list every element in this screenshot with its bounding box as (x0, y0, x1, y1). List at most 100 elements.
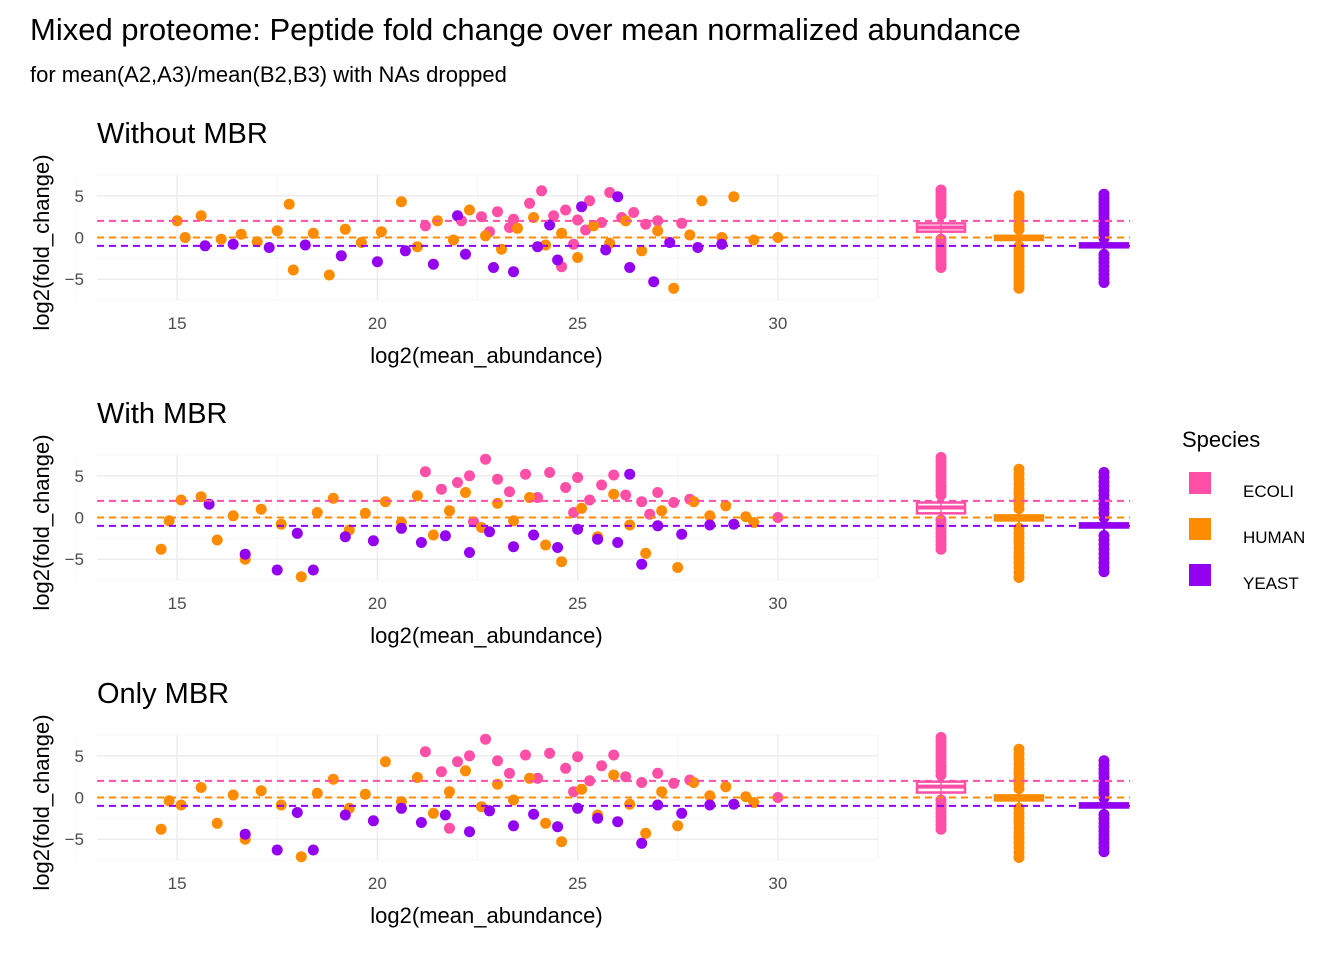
scatter-point-yeast (652, 520, 664, 532)
x-tick-label: 20 (368, 594, 387, 613)
scatter-point-human (375, 226, 387, 238)
scatter-point-yeast (339, 809, 351, 821)
scatter-point-yeast (552, 542, 564, 553)
scatter-point-human (427, 807, 439, 819)
scatter-point-yeast (335, 250, 347, 262)
scatter-point-human (275, 518, 287, 530)
scatter-point-yeast (484, 526, 495, 538)
panel-title: Only MBR (97, 678, 229, 710)
legend-label-yeast: YEAST (1243, 574, 1299, 593)
scatter-point-yeast (415, 537, 427, 548)
scatter-point-ecoli (492, 755, 503, 767)
scatter-point-human (720, 500, 732, 512)
scatter-point-human (327, 773, 339, 785)
scatter-point-ecoli (480, 733, 491, 745)
scatter-point-yeast (576, 201, 588, 213)
scatter-point-ecoli (524, 197, 536, 209)
legend-title: Species (1182, 427, 1260, 452)
y-tick-label: −5 (65, 550, 84, 569)
x-axis-title: log2(mean_abundance) (370, 903, 602, 928)
scatter-point-yeast (339, 531, 351, 543)
legend-swatch-yeast (1189, 564, 1211, 586)
scatter-point-ecoli (492, 206, 503, 218)
scatter-point-human (748, 234, 760, 246)
scatter-point-ecoli (608, 749, 620, 761)
x-tick-label: 20 (368, 874, 387, 893)
scatter-point-human (271, 225, 283, 237)
scatter-point-human (227, 510, 239, 522)
scatter-point-ecoli (572, 472, 584, 483)
x-tick-label: 15 (168, 874, 187, 893)
scatter-point-human (656, 786, 668, 798)
scatter-point-yeast (532, 241, 544, 253)
scatter-point-yeast (716, 238, 728, 250)
scatter-point-yeast (592, 812, 604, 824)
x-axis-title: log2(mean_abundance) (370, 343, 602, 368)
scatter-point-yeast (544, 219, 556, 231)
scatter-point-ecoli (452, 477, 463, 488)
box-outlier-yeast (1098, 530, 1110, 542)
scatter-point-human (155, 543, 167, 555)
scatter-point-human (668, 282, 680, 294)
scatter-point-yeast (508, 820, 519, 832)
scatter-point-ecoli (668, 777, 680, 789)
scatter-point-human (508, 794, 519, 806)
scatter-point-ecoli (652, 767, 664, 779)
scatter-point-human (251, 236, 263, 248)
scatter-point-yeast (452, 210, 463, 222)
scatter-point-yeast (239, 828, 251, 840)
scatter-point-ecoli (508, 213, 519, 225)
scatter-point-ecoli (548, 210, 560, 222)
scatter-point-yeast (484, 805, 495, 817)
box-outlier-yeast (1098, 248, 1110, 260)
scatter-point-ecoli (504, 486, 515, 498)
scatter-point-ecoli (444, 822, 455, 834)
scatter-point-human (704, 510, 716, 522)
panel-title: Without MBR (97, 118, 268, 150)
scatter-point-yeast (692, 242, 704, 253)
scatter-point-human (411, 490, 423, 502)
scatter-point-ecoli (560, 762, 572, 774)
scatter-point-human (608, 769, 620, 781)
scatter-point-human (215, 233, 227, 245)
scatter-point-human (688, 496, 700, 508)
scatter-point-human (556, 556, 568, 568)
scatter-point-human (572, 252, 584, 263)
scatter-point-yeast (399, 245, 411, 257)
scatter-point-yeast (528, 808, 540, 820)
legend-label-human: HUMAN (1243, 528, 1305, 547)
x-tick-label: 25 (568, 594, 587, 613)
scatter-point-ecoli (544, 747, 556, 759)
y-axis-title: log2(fold_change) (29, 714, 54, 890)
scatter-point-yeast (612, 537, 624, 548)
scatter-point-human (359, 507, 371, 519)
scatter-point-human (379, 756, 391, 768)
scatter-point-yeast (291, 527, 303, 539)
scatter-point-human (640, 547, 652, 559)
box-outlier-yeast (1098, 188, 1110, 200)
scatter-point-human (480, 230, 491, 242)
x-tick-label: 15 (168, 594, 187, 613)
scatter-point-ecoli (476, 211, 487, 223)
scatter-point-ecoli (668, 497, 680, 508)
y-tick-label: −5 (65, 270, 84, 289)
scatter-point-yeast (307, 844, 319, 856)
scatter-point-ecoli (520, 749, 531, 761)
scatter-point-yeast (263, 242, 275, 253)
panel-without-mbr: 15 20 25 30 −5 0 5 Without MBR log2(mean_abundan… (29, 118, 1130, 368)
scatter-point-yeast (676, 807, 688, 819)
scatter-point-yeast (592, 533, 604, 545)
scatter-point-ecoli (468, 516, 479, 528)
scatter-point-human (588, 220, 600, 232)
scatter-point-human (155, 823, 167, 835)
scatter-point-yeast (291, 807, 303, 818)
scatter-point-ecoli (480, 453, 491, 465)
legend-swatch-human (1189, 518, 1211, 540)
scatter-point-human (688, 777, 700, 788)
scatter-point-ecoli (464, 470, 475, 482)
scatter-point-human (195, 210, 207, 222)
scatter-point-yeast (439, 809, 451, 821)
scatter-point-human (556, 836, 568, 848)
scatter-point-human (311, 507, 323, 518)
scatter-point-yeast (271, 564, 283, 576)
